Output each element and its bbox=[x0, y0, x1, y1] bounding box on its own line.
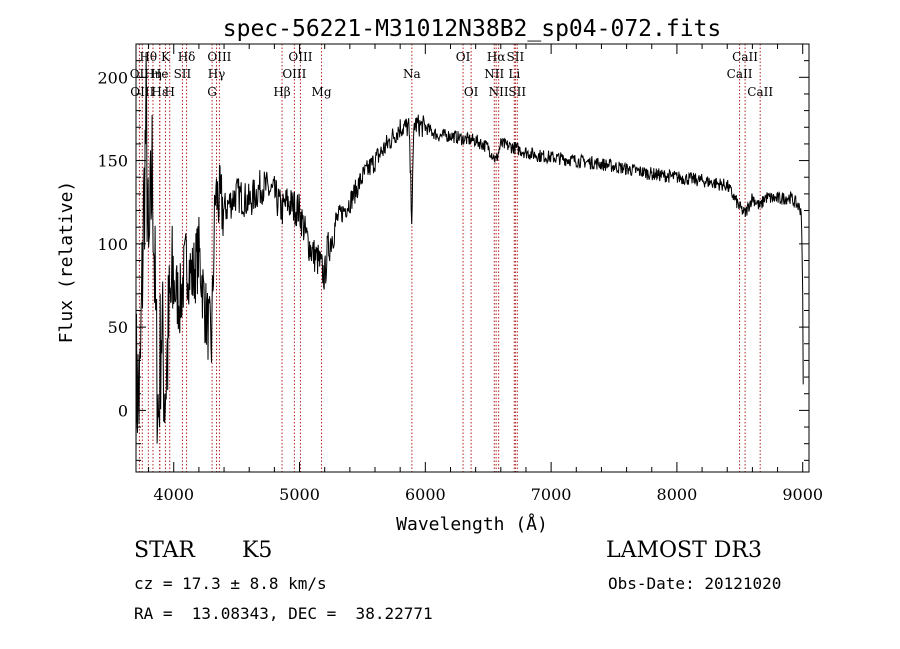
spectral-lines bbox=[138, 44, 761, 472]
x-tick-label: 6000 bbox=[405, 485, 446, 504]
observation-date: Obs-Date: 20121020 bbox=[608, 574, 782, 593]
redshift-velocity: cz = 17.3 ± 8.8 km/s bbox=[134, 574, 327, 593]
spectral-line-label: CaII bbox=[727, 67, 753, 81]
spectral-line-label: OI bbox=[464, 85, 479, 99]
y-tick-label: 150 bbox=[97, 152, 128, 171]
x-tick-label: 5000 bbox=[279, 485, 320, 504]
spectral-line-label: CaII bbox=[732, 50, 758, 64]
x-tick-label: 9000 bbox=[782, 485, 823, 504]
spectral-line-label: G bbox=[207, 85, 217, 99]
x-tick-label: 7000 bbox=[531, 485, 572, 504]
spectral-line-label: Hδ bbox=[178, 50, 196, 64]
x-tick-label: 4000 bbox=[153, 485, 194, 504]
x-axis-ticks: 4000 5000 6000 7000 8000 9000 bbox=[148, 44, 823, 504]
spectral-line-label: Mg bbox=[312, 85, 332, 99]
spectral-line-label: Hθ bbox=[139, 50, 157, 64]
spectral-line-label: He bbox=[151, 67, 169, 81]
spectral-line-label: Na bbox=[403, 67, 421, 81]
spectral-line-label: SII bbox=[174, 67, 192, 81]
y-tick-label: 200 bbox=[97, 68, 128, 87]
plot-frame bbox=[135, 43, 810, 473]
spectral-line-label: Hα bbox=[487, 50, 506, 64]
spectral-line-label: Hη bbox=[144, 67, 162, 81]
spectral-line-label: CaII bbox=[747, 85, 773, 99]
spectral-line-label: NII bbox=[484, 67, 504, 81]
y-tick-label: 100 bbox=[97, 235, 128, 254]
spectral-line-label: OI bbox=[456, 50, 471, 64]
chart-title: spec-56221-M31012N38B2_sp04-072.fits bbox=[223, 16, 722, 42]
spectral-line-label: OIII bbox=[207, 50, 231, 64]
spectral-line-label: Hγ bbox=[208, 67, 226, 81]
object-class: STAR bbox=[134, 538, 195, 563]
x-tick-label: 8000 bbox=[657, 485, 698, 504]
x-axis-label: Wavelength (Å) bbox=[396, 513, 548, 535]
spectral-line-label: SII bbox=[507, 50, 525, 64]
y-axis-label: Flux (relative) bbox=[56, 181, 77, 344]
spectral-line-label: OIII bbox=[282, 67, 306, 81]
spectral-line-label: K bbox=[161, 50, 171, 64]
y-axis-ticks: 0 50 100 150 200 bbox=[97, 60, 809, 461]
spectral-line-label: OIII bbox=[288, 50, 312, 64]
y-tick-label: 50 bbox=[108, 318, 128, 337]
spectral-line-label: H bbox=[164, 85, 174, 99]
coordinates: RA = 13.08343, DEC = 38.22771 bbox=[134, 604, 433, 623]
spectral-line-label: Hβ bbox=[273, 85, 290, 99]
spectrum-series-line bbox=[135, 52, 804, 457]
spectral-line-label: Li bbox=[508, 67, 520, 81]
spectral-line-label: SII bbox=[508, 85, 526, 99]
survey-name: LAMOST DR3 bbox=[606, 538, 762, 563]
y-tick-label: 0 bbox=[118, 401, 128, 420]
spectral-line-label: Hε bbox=[151, 85, 168, 99]
spectral-line-label: NII bbox=[489, 85, 509, 99]
object-subclass: K5 bbox=[242, 538, 273, 563]
